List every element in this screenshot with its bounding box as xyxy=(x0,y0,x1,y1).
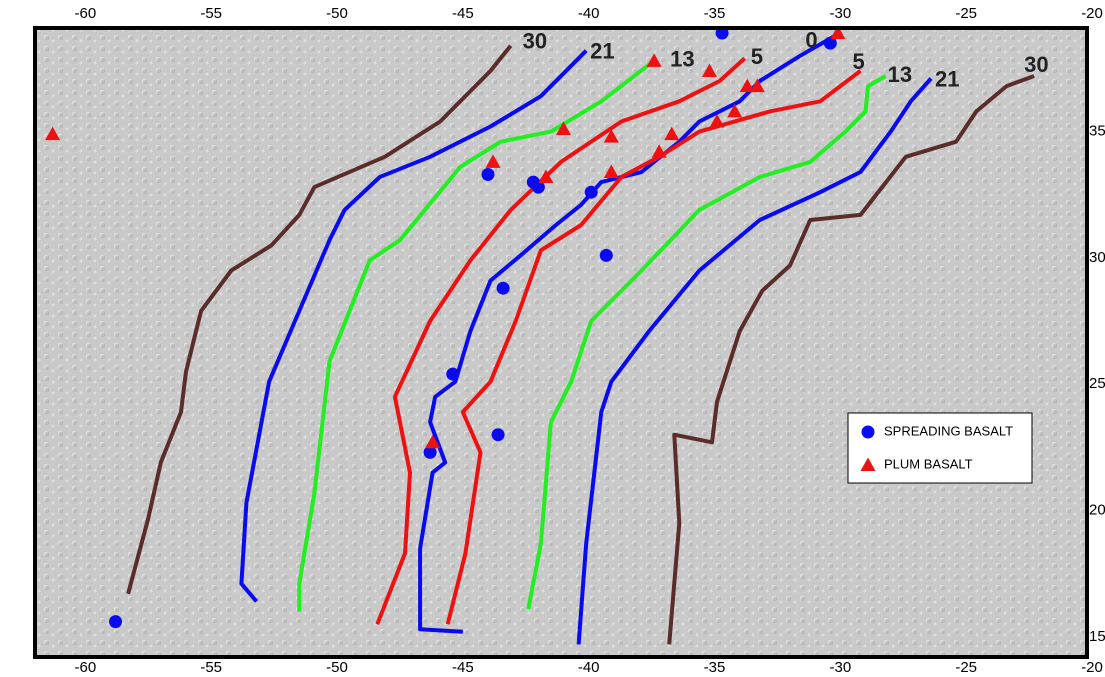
x-tick-label: -50 xyxy=(326,5,348,22)
x-tick-label: -25 xyxy=(955,659,977,676)
isochron-label: 13 xyxy=(670,47,694,72)
data-point xyxy=(497,282,510,295)
data-point xyxy=(482,168,495,181)
x-tick-label: -30 xyxy=(830,659,852,676)
x-tick-label: -55 xyxy=(200,5,222,22)
y-tick-label: 15 xyxy=(1089,628,1105,645)
x-tick-label: -45 xyxy=(452,5,474,22)
legend-label: PLUM BASALT xyxy=(884,456,973,471)
y-tick-label: 25 xyxy=(1089,375,1105,392)
isochron-label: 30 xyxy=(523,28,547,53)
isochron-label: 5 xyxy=(751,44,763,69)
y-tick-label: 35 xyxy=(1089,123,1105,140)
x-tick-label: -30 xyxy=(830,5,852,22)
x-tick-label: -20 xyxy=(1081,5,1103,22)
isochron-label: 0 xyxy=(805,27,817,52)
y-tick-label: 20 xyxy=(1089,501,1105,518)
x-tick-label: -35 xyxy=(704,5,726,22)
data-point xyxy=(109,615,122,628)
data-point xyxy=(600,249,613,262)
legend-label: SPREADING BASALT xyxy=(884,423,1013,438)
x-tick-label: -45 xyxy=(452,659,474,676)
x-tick-label: -60 xyxy=(74,659,96,676)
y-tick-label: 30 xyxy=(1089,249,1105,266)
data-point xyxy=(585,186,598,199)
isochron-label: 30 xyxy=(1024,52,1048,77)
x-tick-label: -25 xyxy=(955,5,977,22)
map-chart: -60 -60 -55 -55 -50 -50 -45 -45 -40 -40 -35 -35 -30 -… xyxy=(0,0,1105,677)
isochron-label: 21 xyxy=(590,39,614,64)
data-point xyxy=(492,428,505,441)
x-tick-label: -40 xyxy=(578,659,600,676)
x-tick-label: -60 xyxy=(74,5,96,22)
x-tick-label: -50 xyxy=(326,659,348,676)
isochron-label: 5 xyxy=(852,49,864,74)
x-tick-label: -20 xyxy=(1081,659,1103,676)
x-tick-label: -35 xyxy=(704,659,726,676)
x-tick-label: -55 xyxy=(200,659,222,676)
x-tick-label: -40 xyxy=(578,5,600,22)
data-point xyxy=(446,368,459,381)
isochron-label: 21 xyxy=(935,66,959,91)
isochron-label: 13 xyxy=(888,62,912,87)
legend-marker xyxy=(862,426,875,439)
